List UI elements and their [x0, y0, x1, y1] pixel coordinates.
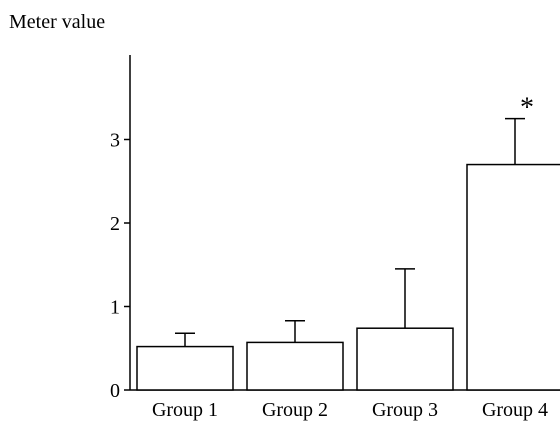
- x-tick-label: Group 3: [372, 399, 438, 421]
- bars: [136, 117, 560, 391]
- bar: [136, 345, 234, 391]
- y-axis-label: Meter value: [9, 11, 105, 33]
- bar: [246, 341, 344, 391]
- y-tick-label: 0: [110, 380, 120, 402]
- bar: [466, 163, 560, 391]
- y-tick-label: 1: [110, 297, 120, 319]
- bar: [356, 327, 454, 391]
- y-tick-label: 3: [110, 130, 120, 152]
- labels: 0 1 2 3 Group 1 Group 2 Group 3 Group 4 *: [110, 93, 548, 421]
- significance-marker: *: [520, 93, 534, 124]
- x-tick-label: Group 1: [152, 399, 218, 421]
- x-tick-label: Group 2: [262, 399, 328, 421]
- y-tick-label: 2: [110, 213, 120, 235]
- x-tick-label: Group 4: [482, 399, 548, 421]
